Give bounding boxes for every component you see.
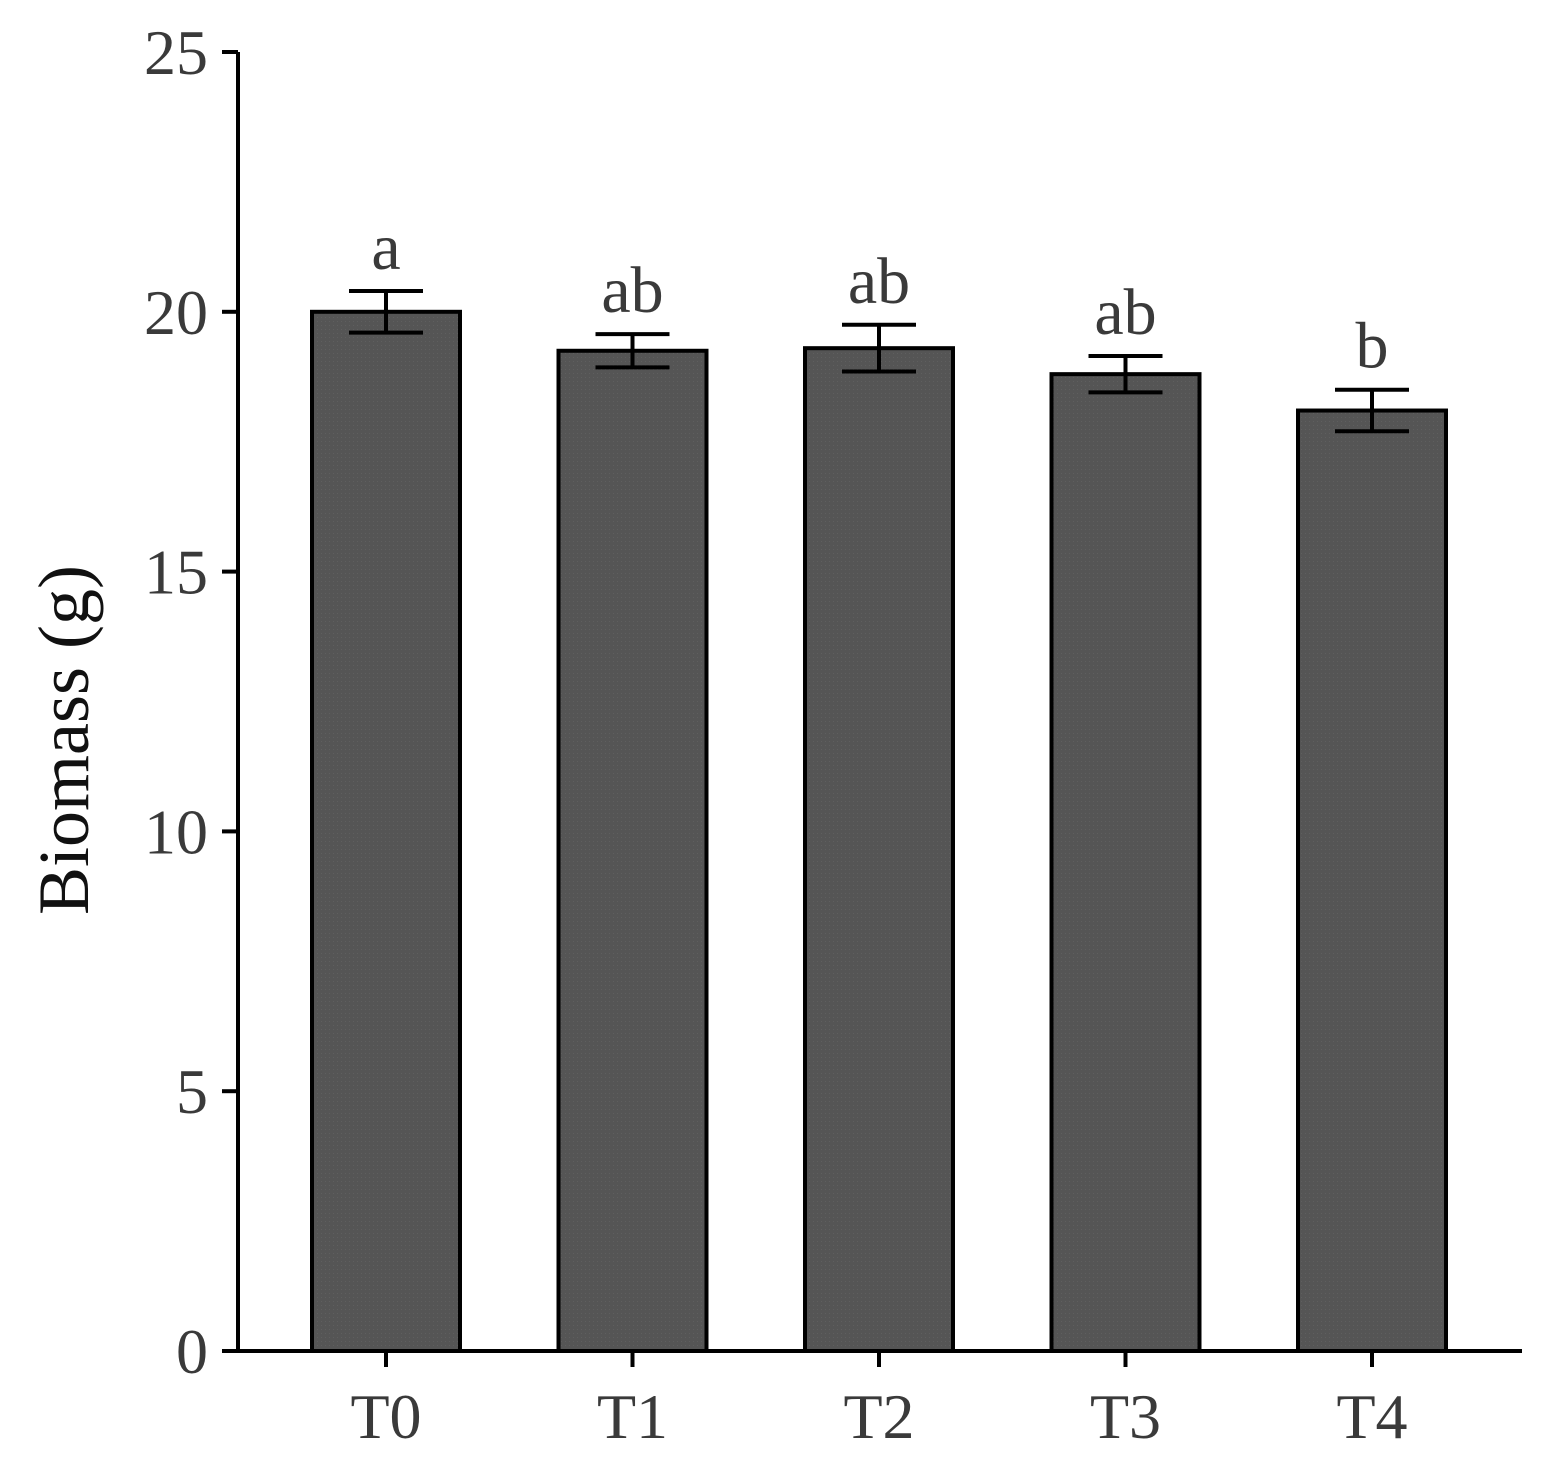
axes-group: 0 5 10 15 20 25 T0 T1 T2 T3 T4 [144, 17, 1522, 1452]
x-tick-label-t2: T2 [843, 1381, 914, 1452]
significance-label-t0: a [371, 211, 400, 284]
error-bar-t3 [1088, 353, 1163, 395]
y-tick-label-5: 5 [176, 1056, 208, 1127]
bar-group-t3: ab [1049, 276, 1202, 1354]
bar-t2 [803, 346, 955, 1353]
y-tick-label-10: 10 [144, 796, 208, 867]
y-tick-label-0: 0 [176, 1316, 208, 1387]
bar-group-t4: b [1296, 310, 1448, 1353]
bar-t1 [556, 348, 709, 1353]
significance-label-t2: ab [848, 245, 910, 318]
y-tick-label-25: 25 [144, 17, 208, 88]
x-tick-label-t0: T0 [350, 1381, 421, 1452]
x-tick-label-t4: T4 [1336, 1381, 1407, 1452]
bar-t3 [1049, 372, 1202, 1354]
y-tick-label-15: 15 [144, 537, 208, 608]
y-tick-label-20: 20 [144, 277, 208, 348]
bar-t4 [1296, 408, 1448, 1353]
bar-group-t1: ab [556, 254, 709, 1353]
significance-label-t3: ab [1094, 276, 1156, 349]
bar-group-t2: ab [803, 245, 955, 1353]
error-bar-t0 [349, 289, 423, 335]
bars-group: a ab ab ab b [310, 211, 1448, 1354]
x-tick-label-t3: T3 [1090, 1381, 1161, 1452]
significance-label-t4: b [1356, 310, 1389, 383]
x-tick-label-t1: T1 [597, 1381, 668, 1452]
error-bar-t4 [1335, 387, 1409, 434]
significance-label-t1: ab [601, 254, 663, 327]
bar-t0 [310, 309, 462, 1353]
error-bar-t2 [842, 322, 916, 374]
y-axis-title: Biomass (g) [24, 565, 104, 915]
error-bar-t1 [595, 332, 670, 370]
bar-group-t0: a [310, 211, 462, 1353]
